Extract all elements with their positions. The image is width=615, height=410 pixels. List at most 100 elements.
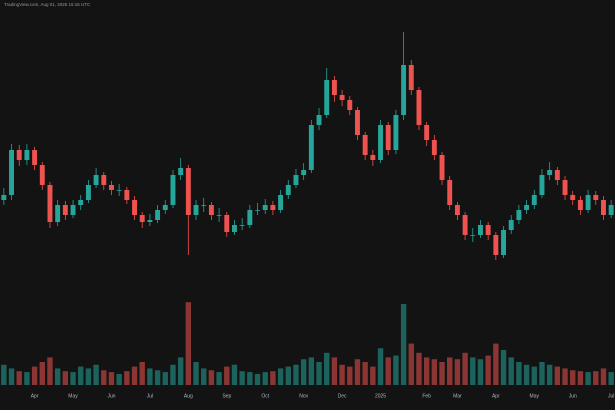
candle-body [132, 200, 137, 215]
volume-bar [408, 343, 414, 385]
candle-body [324, 80, 330, 115]
volume-bar [447, 357, 453, 385]
volume-bar [377, 348, 384, 385]
volume-bar [285, 366, 291, 385]
candle-body [416, 90, 422, 125]
volume-bar [262, 372, 268, 385]
volume-bar [485, 355, 491, 385]
candle-body [9, 150, 14, 195]
candle-body [1, 195, 7, 200]
x-tick-label: May [530, 393, 540, 399]
volume-bar [70, 372, 76, 385]
volume-bar [508, 357, 514, 385]
candle-body [162, 205, 168, 210]
candle-body [447, 180, 453, 205]
candle-body [562, 180, 568, 195]
candle-body [201, 205, 207, 206]
candle-body [454, 205, 460, 215]
volume-bar [331, 357, 338, 385]
candle-body [493, 235, 499, 255]
volume-bar [239, 371, 245, 385]
volume-bar [47, 357, 53, 385]
volume-bar [93, 364, 99, 385]
volume-bar [608, 372, 614, 385]
candle-body [155, 210, 161, 220]
candle-body [385, 125, 391, 150]
volume-bar [354, 359, 361, 385]
volume-bar [8, 368, 15, 385]
x-tick-label: Nov [299, 393, 308, 399]
volume-bar [531, 366, 537, 385]
candle-body [278, 195, 284, 210]
candle-body [55, 205, 61, 222]
candle-body [247, 210, 253, 225]
volume-bar [62, 371, 69, 385]
volume-bar [270, 371, 276, 385]
volume-bar [324, 352, 330, 385]
volume-bar [362, 362, 368, 385]
candle-body [339, 95, 345, 100]
volume-bar [300, 359, 307, 385]
volume-bar [593, 371, 599, 385]
candle-body [424, 125, 430, 140]
candle-body [16, 150, 22, 160]
candle-body [516, 210, 522, 220]
volume-bar [439, 362, 445, 385]
candle-body [185, 168, 191, 215]
volume-bar [162, 372, 168, 385]
candle-body [170, 175, 176, 205]
candle-body [524, 205, 530, 210]
candle-body [70, 205, 76, 215]
candle-body [370, 155, 376, 160]
volume-bar [462, 352, 468, 385]
volume-bar [154, 370, 161, 385]
candle-body [232, 225, 237, 232]
volume-bar [570, 370, 576, 385]
candle-body [355, 110, 360, 135]
candle-body [139, 215, 145, 222]
candle-body [85, 185, 91, 200]
x-tick-label: Jul [147, 393, 153, 399]
volume-bar [231, 364, 238, 385]
volume-bar [562, 368, 568, 385]
candle-body [478, 225, 483, 235]
volume-bar [523, 364, 530, 385]
candle-body [431, 140, 437, 155]
volume-bar [316, 362, 322, 385]
volume-bar [416, 352, 422, 385]
candle-body [39, 165, 45, 185]
volume-bar [101, 370, 107, 385]
volume-bar [247, 372, 253, 385]
volume-bar [577, 371, 584, 385]
volume-bar [193, 362, 199, 385]
volume-bar [493, 343, 499, 385]
volume-bar [393, 355, 399, 385]
volume-bar [454, 359, 461, 385]
volume-bar [500, 350, 507, 385]
candle-body [293, 175, 299, 185]
candle-body [393, 115, 399, 150]
candle-body [308, 125, 314, 170]
candle-body [585, 195, 591, 210]
chart-header: TradingView.com, Aug 01, 2025 15:16 UTC [4, 2, 91, 7]
candle-body [401, 65, 407, 115]
candle-body [301, 170, 307, 175]
volume-bar [124, 371, 130, 385]
candle-body [47, 185, 53, 222]
volume-bar [308, 357, 315, 385]
volume-bar [554, 366, 561, 385]
volume-bar [78, 366, 84, 385]
volume-bar [139, 362, 145, 385]
candle-body [32, 150, 38, 165]
candle-body [608, 205, 614, 215]
x-tick-label: Feb [422, 393, 431, 399]
candle-body [362, 135, 368, 155]
x-tick-label: Sep [222, 393, 231, 399]
volume-bar [423, 357, 430, 385]
candle-body [262, 205, 268, 210]
candle-body [347, 100, 353, 110]
candle-body [193, 205, 199, 215]
candle-body [331, 80, 337, 95]
